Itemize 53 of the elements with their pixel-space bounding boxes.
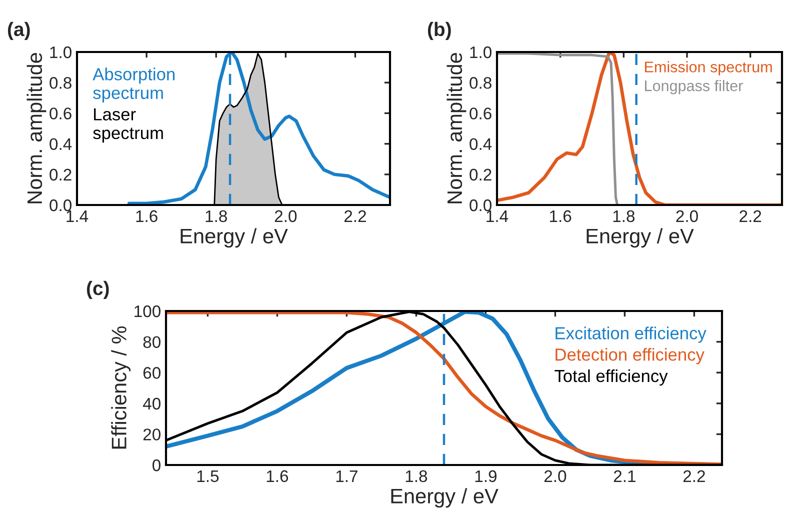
y-tick-label: 0.2	[470, 168, 492, 181]
x-tick-label: 1.6	[550, 210, 572, 222]
x-tick-label: 1.5	[197, 470, 219, 482]
text: (b)	[428, 22, 451, 40]
x-tick-label: 1.6	[266, 470, 288, 482]
x-tick-label: 2.2	[740, 210, 762, 222]
text: Detection efficiency	[556, 348, 704, 364]
x-tick-label: 1.8	[613, 210, 635, 222]
x-tick-label: 1.8	[206, 210, 227, 222]
line-series	[497, 52, 782, 205]
y-tick-label: 0.4	[50, 138, 72, 150]
y-tick-label: 1.0	[50, 46, 72, 58]
y-axis-title: Efficiency / %	[111, 326, 131, 449]
x-tick-label: 1.9	[475, 470, 496, 482]
x-tick-label: 1.8	[406, 470, 428, 482]
y-tick-label: 0.8	[470, 77, 492, 89]
x-tick-label: 2.0	[544, 470, 566, 482]
x-axis-title: Energy / eV	[391, 488, 498, 508]
series-label: Emission spectrum	[645, 61, 772, 76]
x-axis-title: Energy / eV	[180, 228, 288, 248]
y-tick-label: 100	[134, 305, 160, 318]
y-tick-label: 40	[142, 398, 160, 410]
x-tick-label: 1.7	[336, 470, 358, 482]
y-tick-label: 0	[152, 459, 160, 472]
x-tick-label: 2.1	[614, 470, 636, 482]
y-axis-title: Norm. amplitude	[446, 53, 466, 204]
y-tick-label: 0.4	[470, 138, 492, 150]
y-tick-label: 0.0	[50, 199, 72, 212]
text: Absorption spectrum	[92, 68, 174, 103]
y-tick-label: 60	[143, 367, 160, 379]
x-tick-label: 2.2	[683, 470, 705, 482]
text: Longpass filter	[645, 80, 743, 94]
text: Laser spectrum	[93, 108, 163, 143]
text: (c)	[86, 280, 109, 299]
text: Excitation efficiency	[556, 326, 706, 343]
x-tick-label: 2.0	[676, 210, 698, 222]
y-tick-label: 0.6	[470, 108, 492, 120]
y-tick-label: 1.0	[470, 46, 492, 58]
x-tick-label: 2.2	[344, 210, 366, 222]
x-axis-title: Energy / eV	[586, 228, 694, 248]
x-tick-label: 1.4	[66, 210, 88, 222]
y-tick-label: 0.8	[50, 77, 72, 89]
text: Total efficiency	[554, 369, 668, 386]
x-tick-label: 1.6	[136, 210, 158, 222]
y-tick-label: 80	[143, 336, 160, 348]
x-tick-label: 2.0	[274, 210, 297, 222]
x-tick-label: 1.4	[486, 210, 508, 222]
text: (a)	[8, 22, 30, 40]
y-tick-label: 20	[143, 428, 160, 440]
y-tick-label: 0.0	[470, 199, 492, 212]
y-tick-label: 0.6	[50, 108, 72, 120]
y-axis-title: Norm. amplitude	[26, 53, 46, 204]
y-tick-label: 0.2	[50, 168, 72, 181]
